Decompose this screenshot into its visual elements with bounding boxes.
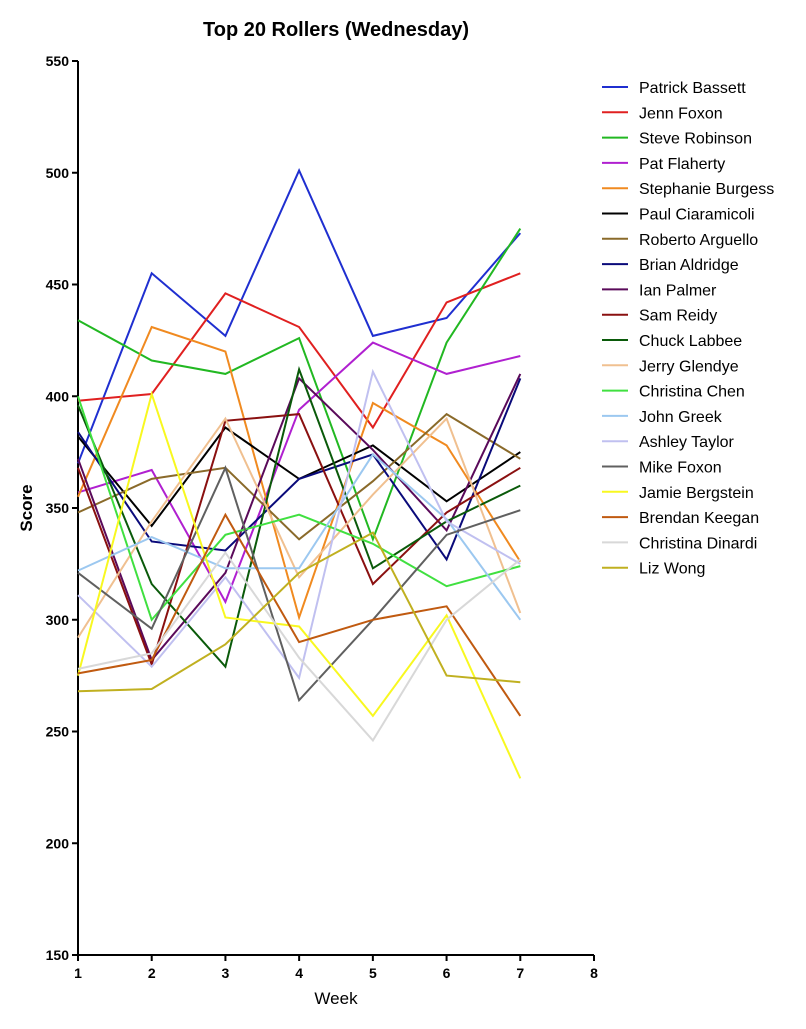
series-lines: [77, 168, 522, 779]
x-tick-label: 2: [148, 965, 156, 981]
legend-entry: Patrick Bassett: [639, 80, 746, 97]
series-line-steve-robinson: [77, 228, 522, 543]
y-axis-label: Score: [17, 484, 36, 531]
y-tick-label: 300: [46, 612, 70, 628]
y-tick-label: 400: [46, 388, 70, 404]
legend-entry: Paul Ciaramicoli: [639, 207, 755, 224]
series-line-sam-reidy: [77, 413, 521, 668]
legend-entry: Jerry Glendye: [639, 358, 739, 375]
y-tick-label: 200: [46, 835, 70, 851]
legend-entry: Christina Chen: [639, 384, 745, 401]
axes: 150 200 250 300 350 400 450 500 550 1 2 3 4 5 6 7 8: [46, 53, 598, 981]
series-line-jenn-foxon: [77, 272, 521, 430]
x-tick-label: 8: [590, 965, 598, 981]
legend-entry: Chuck Labbee: [639, 333, 742, 350]
y-tick-label: 150: [46, 947, 70, 963]
legend-entry: Roberto Arguello: [639, 232, 758, 249]
series-line-roberto-arguello: [77, 412, 521, 541]
legend-entry: Stephanie Burgess: [639, 181, 774, 198]
legend-entry: Ashley Taylor: [639, 434, 735, 451]
series-line-brendan-keegan: [77, 512, 522, 717]
legend-entry: Sam Reidy: [639, 308, 717, 325]
chart-title: Top 20 Rollers (Wednesday): [203, 19, 469, 41]
series-line-jerry-glendye: [77, 416, 522, 639]
legend-entry: Jamie Bergstein: [639, 485, 754, 502]
series-line-patrick-bassett: [77, 168, 522, 464]
legend-entry: Steve Robinson: [639, 131, 752, 148]
series-line-brian-aldridge: [77, 378, 522, 562]
legend-entry: Jenn Foxon: [639, 105, 723, 122]
y-tick-label: 550: [46, 53, 70, 69]
x-tick-label: 7: [516, 965, 524, 981]
y-tick-label: 250: [46, 724, 70, 740]
legend-entry: Pat Flaherty: [639, 156, 725, 173]
series-line-pat-flaherty: [77, 341, 521, 605]
series-line-christina-chen: [77, 395, 521, 622]
legend-entry: Christina Dinardi: [639, 535, 757, 552]
x-tick-label: 5: [369, 965, 377, 981]
x-tick-label: 4: [295, 965, 303, 981]
series-line-stephanie-burgess: [77, 325, 522, 621]
series-line-mike-foxon: [77, 465, 521, 703]
series-line-christina-dinardi: [77, 550, 521, 743]
legend-entry: Ian Palmer: [639, 282, 717, 299]
x-axis-label: Week: [314, 989, 358, 1008]
legend: Patrick Bassett Jenn Foxon Steve Robinson P…: [602, 80, 774, 578]
legend-entry: Mike Foxon: [639, 460, 722, 477]
legend-entry: Brian Aldridge: [639, 257, 739, 274]
y-tick-label: 450: [46, 277, 70, 293]
y-tick-label: 500: [46, 165, 70, 181]
x-tick-label: 6: [443, 965, 451, 981]
x-tick-label: 3: [222, 965, 230, 981]
legend-entry: Liz Wong: [639, 561, 705, 578]
series-line-paul-ciaramicoli: [77, 426, 521, 528]
series-line-liz-wong: [77, 531, 521, 693]
series-line-ashley-taylor: [77, 368, 521, 681]
y-tick-label: 350: [46, 500, 70, 516]
x-tick-label: 1: [74, 965, 82, 981]
legend-entry: John Greek: [639, 409, 723, 426]
series-line-jamie-bergstein: [77, 390, 522, 779]
legend-entry: Brendan Keegan: [639, 510, 759, 527]
